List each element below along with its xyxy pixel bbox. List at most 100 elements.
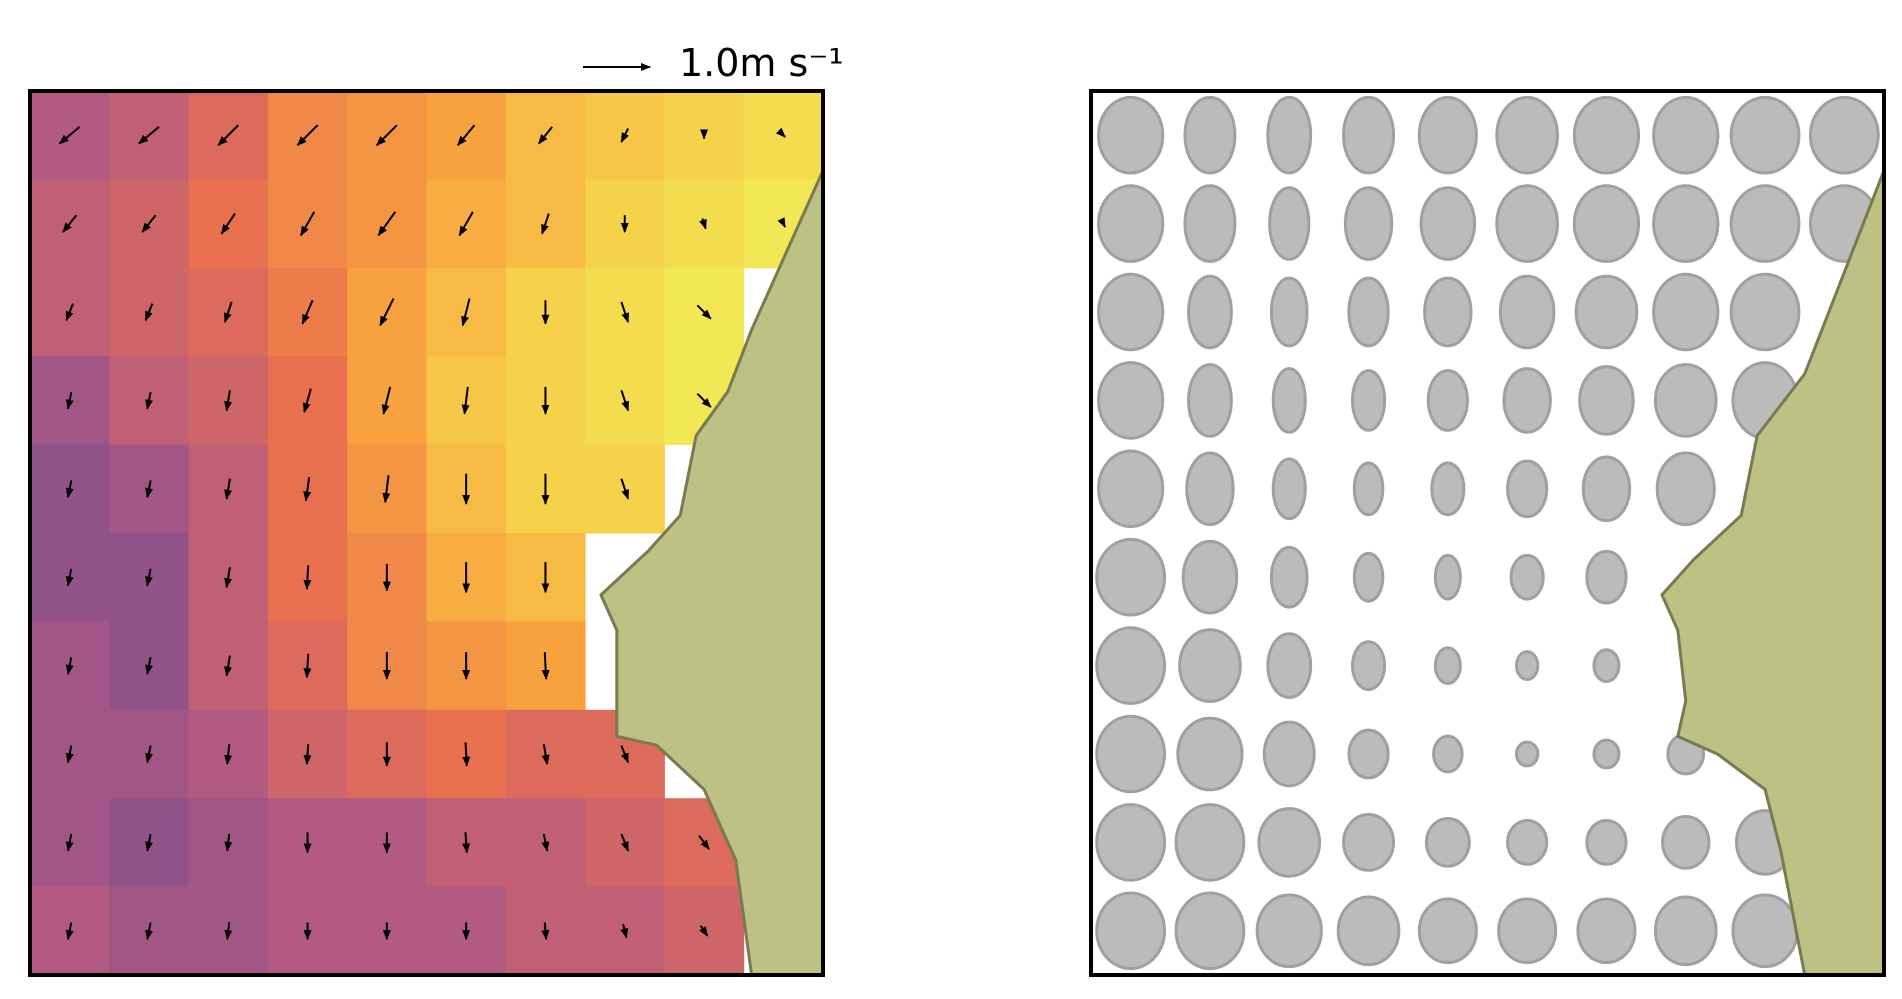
ellipse bbox=[1433, 553, 1462, 601]
land bbox=[1660, 170, 1886, 977]
ellipse bbox=[1509, 553, 1545, 601]
ellipse bbox=[1495, 95, 1559, 175]
panel-frame bbox=[1089, 89, 1886, 977]
ellipse bbox=[1729, 184, 1801, 263]
ellipse bbox=[1424, 817, 1471, 868]
arrow bbox=[620, 833, 630, 852]
ellipse bbox=[1514, 650, 1540, 682]
ellipse bbox=[1097, 449, 1165, 529]
arrow bbox=[303, 653, 312, 679]
arrow bbox=[302, 388, 312, 414]
ellipse bbox=[1433, 646, 1462, 686]
arrow bbox=[381, 386, 392, 415]
arrow bbox=[303, 476, 312, 502]
ellipse bbox=[1336, 895, 1401, 967]
ellipse bbox=[1257, 807, 1322, 878]
ellipse bbox=[1506, 819, 1549, 866]
ellipse bbox=[1498, 274, 1556, 350]
ellipse bbox=[1572, 95, 1641, 175]
ellipse bbox=[1502, 367, 1552, 434]
ellipse bbox=[1095, 626, 1167, 705]
arrow bbox=[541, 833, 550, 852]
arrow bbox=[299, 211, 316, 237]
ellipse bbox=[1178, 628, 1242, 703]
arrow bbox=[620, 390, 630, 412]
arrow bbox=[379, 298, 395, 327]
arrow bbox=[65, 303, 74, 322]
ellipse bbox=[1347, 276, 1390, 348]
ellipse bbox=[1174, 891, 1246, 971]
arrow bbox=[777, 217, 786, 228]
arrow bbox=[224, 922, 233, 941]
ellipse bbox=[1097, 184, 1165, 263]
arrow bbox=[141, 214, 157, 233]
arrow bbox=[462, 832, 471, 854]
arrow bbox=[145, 480, 153, 499]
ellipse bbox=[1653, 363, 1718, 438]
ellipse bbox=[1095, 891, 1167, 971]
arrow bbox=[537, 126, 553, 145]
ellipse bbox=[1417, 95, 1478, 175]
arrow bbox=[620, 478, 630, 500]
arrow bbox=[145, 657, 153, 675]
arrow bbox=[65, 833, 74, 852]
arrow bbox=[620, 923, 629, 939]
arrow bbox=[462, 742, 471, 767]
ellipse bbox=[1576, 897, 1637, 965]
ellipse bbox=[1271, 457, 1307, 521]
arrow bbox=[217, 124, 240, 146]
quiver-panel bbox=[28, 89, 825, 977]
arrow bbox=[698, 835, 710, 850]
ellipse bbox=[1347, 728, 1390, 780]
ellipse bbox=[1652, 272, 1720, 352]
arrow bbox=[620, 301, 630, 323]
arrow bbox=[376, 124, 398, 146]
arrow bbox=[65, 391, 74, 410]
ellipse bbox=[1419, 186, 1477, 261]
ellipse bbox=[1506, 459, 1549, 519]
arrow bbox=[696, 392, 712, 408]
panel-frame bbox=[28, 89, 825, 977]
arrow bbox=[224, 655, 233, 677]
ellipse bbox=[1652, 184, 1720, 263]
ellipse bbox=[1255, 893, 1323, 969]
arrow bbox=[620, 128, 630, 143]
ellipse bbox=[1652, 95, 1720, 175]
ellipse bbox=[1592, 738, 1621, 770]
ellipse bbox=[1729, 95, 1801, 175]
ellipse bbox=[1185, 451, 1235, 527]
arrow bbox=[65, 657, 74, 675]
ellipse bbox=[1095, 714, 1167, 794]
arrow bbox=[461, 298, 471, 327]
arrow bbox=[699, 218, 707, 230]
arrow bbox=[65, 745, 74, 764]
ellipse bbox=[1430, 461, 1466, 517]
ellipse bbox=[1661, 815, 1711, 870]
arrow bbox=[541, 652, 550, 680]
ellipse bbox=[1342, 813, 1396, 872]
ellipse-panel bbox=[1089, 89, 1886, 977]
ellipse bbox=[1352, 551, 1385, 603]
arrow bbox=[620, 745, 630, 764]
ellipse bbox=[1269, 545, 1309, 609]
ellipse bbox=[1187, 274, 1233, 350]
arrow bbox=[145, 922, 153, 941]
ellipse bbox=[1592, 648, 1621, 684]
ellipse bbox=[1176, 716, 1244, 792]
ellipse bbox=[1183, 184, 1237, 263]
ellipse bbox=[1497, 897, 1558, 965]
ellipse bbox=[1581, 455, 1632, 523]
ellipse bbox=[1097, 361, 1165, 440]
arrow bbox=[65, 480, 74, 499]
ellipse bbox=[1655, 451, 1716, 527]
land bbox=[599, 169, 825, 977]
ellipse bbox=[1181, 539, 1239, 615]
arrow bbox=[541, 743, 550, 766]
arrow bbox=[58, 126, 81, 145]
ellipse bbox=[1266, 632, 1313, 699]
ellipse bbox=[1574, 274, 1639, 350]
arrow bbox=[145, 568, 153, 587]
ellipse bbox=[1350, 640, 1387, 691]
